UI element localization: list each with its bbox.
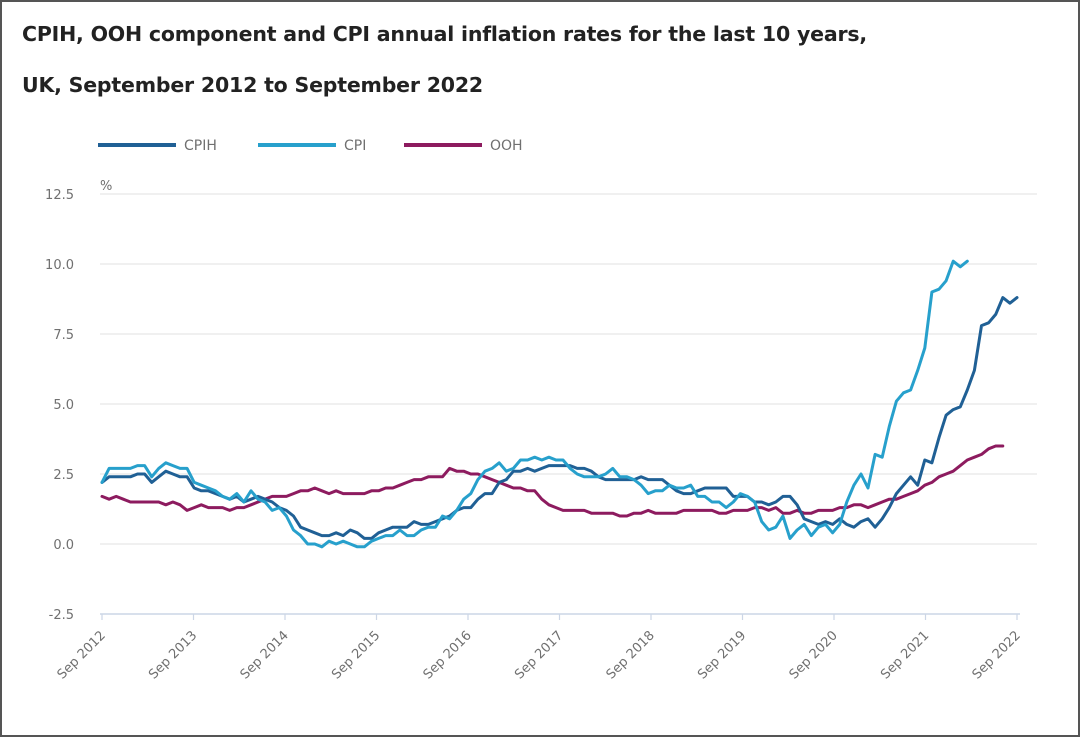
legend-label: OOH <box>490 138 523 154</box>
legend-item-cpih[interactable]: CPIH <box>98 138 217 154</box>
y-tick-label: 2.5 <box>53 468 74 483</box>
series-line-ooh <box>100 444 1005 518</box>
y-axis: % -2.5 0.0 2.5 5.0 7.5 10.0 12.5 <box>45 179 112 623</box>
legend-item-cpi[interactable]: CPI <box>258 138 366 154</box>
x-tick-label: Sep 2015 <box>329 628 383 682</box>
y-tick-label: -2.5 <box>49 608 74 623</box>
x-tick-label: Sep 2018 <box>604 628 658 682</box>
legend-label: CPIH <box>184 138 217 154</box>
x-tick-label: Sep 2019 <box>695 628 749 682</box>
legend: CPIH CPI OOH <box>98 138 523 154</box>
series-line-cpih <box>100 296 1019 540</box>
x-tick-label: Sep 2016 <box>421 628 475 682</box>
x-tick-label: Sep 2021 <box>878 628 932 682</box>
y-tick-label: 5.0 <box>53 398 74 413</box>
series-line-cpi <box>100 259 969 549</box>
x-tick-label: Sep 2017 <box>512 628 566 682</box>
legend-item-ooh[interactable]: OOH <box>404 138 523 154</box>
y-tick-label: 7.5 <box>53 328 74 343</box>
legend-label: CPI <box>344 138 366 154</box>
chart-subtitle: UK, September 2012 to September 2022 <box>22 73 483 97</box>
chart-title: CPIH, OOH component and CPI annual infla… <box>22 22 867 46</box>
y-tick-label: 12.5 <box>45 188 74 203</box>
y-tick-label: 10.0 <box>45 258 74 273</box>
y-tick-label: 0.0 <box>53 538 74 553</box>
x-tick-label: Sep 2014 <box>238 628 292 682</box>
y-axis-unit-label: % <box>100 179 112 194</box>
x-tick-label: Sep 2020 <box>787 628 841 682</box>
x-tick-label: Sep 2012 <box>55 628 109 682</box>
x-tick-label: Sep 2013 <box>146 628 200 682</box>
x-tick-label: Sep 2022 <box>970 628 1024 682</box>
series-lines <box>100 259 1019 549</box>
x-axis: Sep 2012 Sep 2013 Sep 2014 Sep 2015 Sep 2016… <box>55 614 1024 682</box>
